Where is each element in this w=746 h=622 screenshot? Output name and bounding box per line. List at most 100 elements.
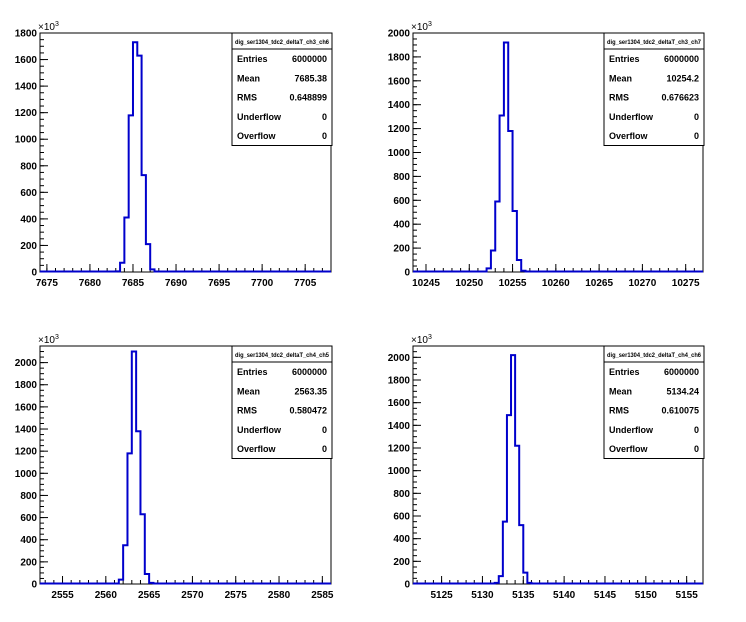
y-tick-label: 200 — [20, 557, 37, 568]
y-tick-label: 2000 — [388, 353, 411, 364]
y-tick-label: 800 — [20, 161, 37, 172]
y-tick-label: 0 — [404, 580, 410, 591]
stats-label: Entries — [237, 54, 268, 64]
y-exponent-label: ×103 — [411, 334, 432, 346]
y-tick-label: 1200 — [388, 444, 411, 455]
x-tick-label: 10270 — [628, 278, 656, 289]
y-tick-label: 800 — [393, 489, 410, 500]
y-tick-label: 2000 — [15, 358, 38, 369]
y-tick-label: 1400 — [15, 425, 38, 436]
x-tick-label: 5130 — [471, 590, 494, 601]
stats-value: 7685.38 — [294, 73, 327, 83]
y-exponent-label: ×103 — [38, 21, 59, 33]
stats-label: Overflow — [609, 444, 649, 454]
x-tick-label: 2575 — [225, 590, 248, 601]
stats-title: dig_ser1304_tdc2_deltaT_ch3_ch6 — [235, 40, 330, 46]
x-tick-label: 7680 — [79, 278, 102, 289]
stats-title: dig_ser1304_tdc2_deltaT_ch4_ch6 — [607, 353, 702, 359]
y-tick-label: 0 — [31, 268, 37, 279]
x-tick-label: 10275 — [672, 278, 700, 289]
stats-title: dig_ser1304_tdc2_deltaT_ch4_ch5 — [235, 353, 330, 359]
stats-value: 0 — [694, 444, 699, 454]
stats-value: 0 — [322, 425, 327, 435]
x-tick-label: 2555 — [51, 590, 74, 601]
stats-value: 6000000 — [664, 54, 699, 64]
x-tick-label: 10265 — [585, 278, 613, 289]
stats-label: RMS — [609, 93, 629, 103]
histogram-outline — [413, 41, 703, 273]
x-tick-label: 7695 — [208, 278, 231, 289]
stats-value: 0 — [694, 425, 699, 435]
y-tick-label: 600 — [393, 512, 410, 523]
y-tick-label: 1200 — [15, 108, 38, 119]
x-tick-label: 2585 — [311, 590, 334, 601]
y-tick-label: 1800 — [15, 29, 38, 40]
x-tick-label: 2565 — [138, 590, 161, 601]
y-exponent-label: ×103 — [411, 21, 432, 33]
x-tick-label: 10255 — [499, 278, 527, 289]
stats-label: Entries — [609, 367, 640, 377]
y-tick-label: 1600 — [388, 398, 411, 409]
x-tick-label: 2560 — [95, 590, 118, 601]
y-tick-label: 400 — [20, 535, 37, 546]
stats-label: Underflow — [237, 112, 282, 122]
stats-label: RMS — [609, 406, 629, 416]
histogram-outline — [40, 350, 331, 585]
y-tick-label: 600 — [20, 188, 37, 199]
y-tick-label: 1800 — [388, 376, 411, 387]
y-tick-label: 800 — [20, 491, 37, 502]
y-tick-label: 1600 — [15, 55, 38, 66]
histogram-panel-ch4-ch6: 0 200 400 600 800 1000 1200 1400 1600 1800 2000 512… — [388, 334, 705, 601]
stats-label: Overflow — [237, 131, 277, 141]
y-tick-label: 200 — [20, 241, 37, 252]
y-tick-label: 400 — [20, 214, 37, 225]
histogram-panel-ch4-ch5: 0 200 400 600 800 1000 1200 1400 1600 1800 2000 255… — [15, 334, 334, 601]
stats-value: 0.610075 — [661, 406, 699, 416]
stats-label: RMS — [237, 93, 257, 103]
x-tick-label: 2580 — [268, 590, 291, 601]
stats-label: RMS — [237, 406, 257, 416]
stats-box — [231, 32, 333, 146]
y-tick-label: 1600 — [388, 76, 411, 87]
stats-value: 6000000 — [292, 367, 327, 377]
y-tick-label: 0 — [31, 580, 37, 591]
stats-label: Overflow — [609, 131, 649, 141]
y-tick-label: 600 — [20, 513, 37, 524]
y-tick-label: 1400 — [388, 421, 411, 432]
histogram-outline — [413, 354, 703, 585]
y-tick-label: 1800 — [388, 52, 411, 63]
x-tick-label: 5150 — [635, 590, 658, 601]
x-tick-label: 7690 — [165, 278, 188, 289]
x-tick-label: 5135 — [512, 590, 535, 601]
x-tick-label: 5140 — [553, 590, 576, 601]
stats-value: 6000000 — [292, 54, 327, 64]
stats-value: 0 — [694, 131, 699, 141]
x-tick-label: 10260 — [542, 278, 570, 289]
y-tick-label: 200 — [393, 557, 410, 568]
y-tick-label: 600 — [393, 196, 410, 207]
stats-label: Mean — [609, 73, 632, 83]
y-tick-label: 2000 — [388, 29, 411, 40]
stats-label: Mean — [609, 386, 632, 396]
stats-label: Overflow — [237, 444, 277, 454]
stats-value: 5134.24 — [666, 386, 699, 396]
x-tick-label: 7700 — [251, 278, 274, 289]
y-tick-label: 1000 — [15, 135, 38, 146]
x-tick-label: 5145 — [594, 590, 617, 601]
y-tick-label: 1200 — [15, 447, 38, 458]
histogram-outline — [40, 41, 331, 273]
y-exponent-label: ×103 — [38, 334, 59, 346]
x-tick-label: 10250 — [455, 278, 483, 289]
y-tick-label: 1000 — [388, 148, 411, 159]
stats-value: 2563.35 — [294, 386, 327, 396]
stats-label: Mean — [237, 73, 260, 83]
stats-label: Entries — [609, 54, 640, 64]
x-tick-label: 7685 — [122, 278, 145, 289]
histogram-panel-ch3-ch6: 0 200 400 600 800 1000 1200 1400 1600 1800 7675 768… — [15, 21, 333, 289]
stats-value: 6000000 — [664, 367, 699, 377]
stats-value: 0 — [322, 444, 327, 454]
y-tick-label: 1200 — [388, 124, 411, 135]
stats-title: dig_ser1304_tdc2_deltaT_ch3_ch7 — [607, 40, 702, 46]
x-tick-label: 7675 — [36, 278, 59, 289]
x-tick-label: 5155 — [676, 590, 699, 601]
